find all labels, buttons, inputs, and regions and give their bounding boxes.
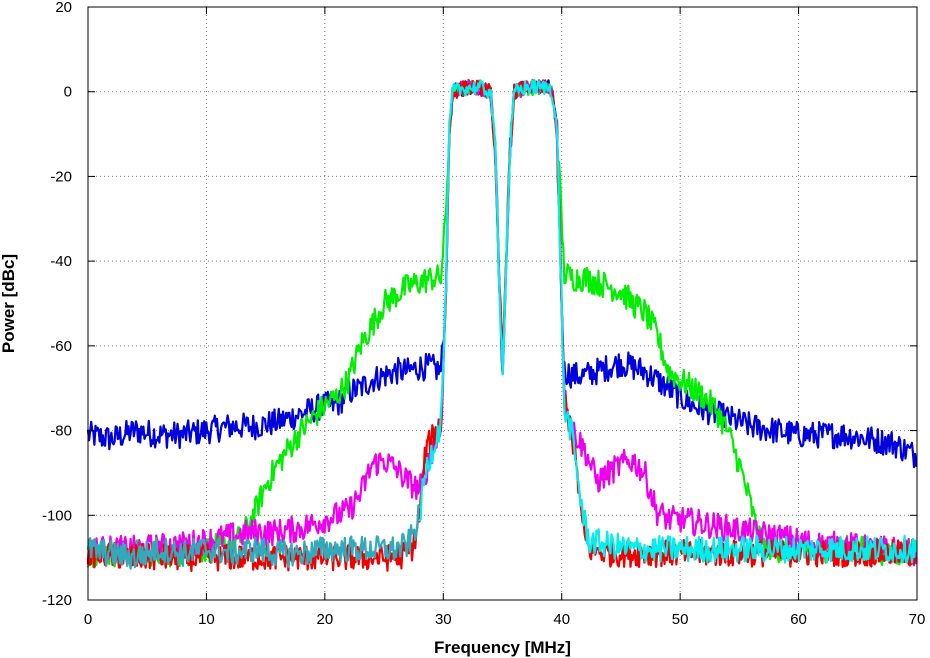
- y-tick-label: -80: [50, 423, 72, 440]
- y-tick-label: 0: [64, 84, 72, 101]
- x-axis-title: Frequency [MHz]: [434, 638, 571, 657]
- x-tick-label: 10: [198, 611, 215, 628]
- x-tick-label: 40: [553, 611, 570, 628]
- y-tick-label: -100: [42, 507, 72, 524]
- series-line-cyan: [418, 79, 918, 564]
- x-tick-label: 60: [790, 611, 807, 628]
- tick-labels: 0 10 20 30 40 50 60 70 20 0 -20 -40 -60 -80 -100 -120: [42, 0, 925, 628]
- x-tick-label: 30: [435, 611, 452, 628]
- y-tick-label: -120: [42, 592, 72, 609]
- y-tick-label: -40: [50, 253, 72, 270]
- x-tick-label: 20: [317, 611, 334, 628]
- x-tick-label: 70: [909, 611, 926, 628]
- y-tick-label: -60: [50, 338, 72, 355]
- ticks: [87, 6, 918, 601]
- series-line-teal: [86, 504, 421, 570]
- plot-frame: [87, 6, 918, 601]
- y-tick-label: 20: [55, 0, 72, 16]
- x-tick-label: 0: [84, 611, 92, 628]
- x-tick-label: 50: [672, 611, 689, 628]
- y-axis-title: Power [dBc]: [0, 254, 18, 353]
- series-layer: [86, 78, 918, 573]
- y-tick-label: -20: [50, 168, 72, 185]
